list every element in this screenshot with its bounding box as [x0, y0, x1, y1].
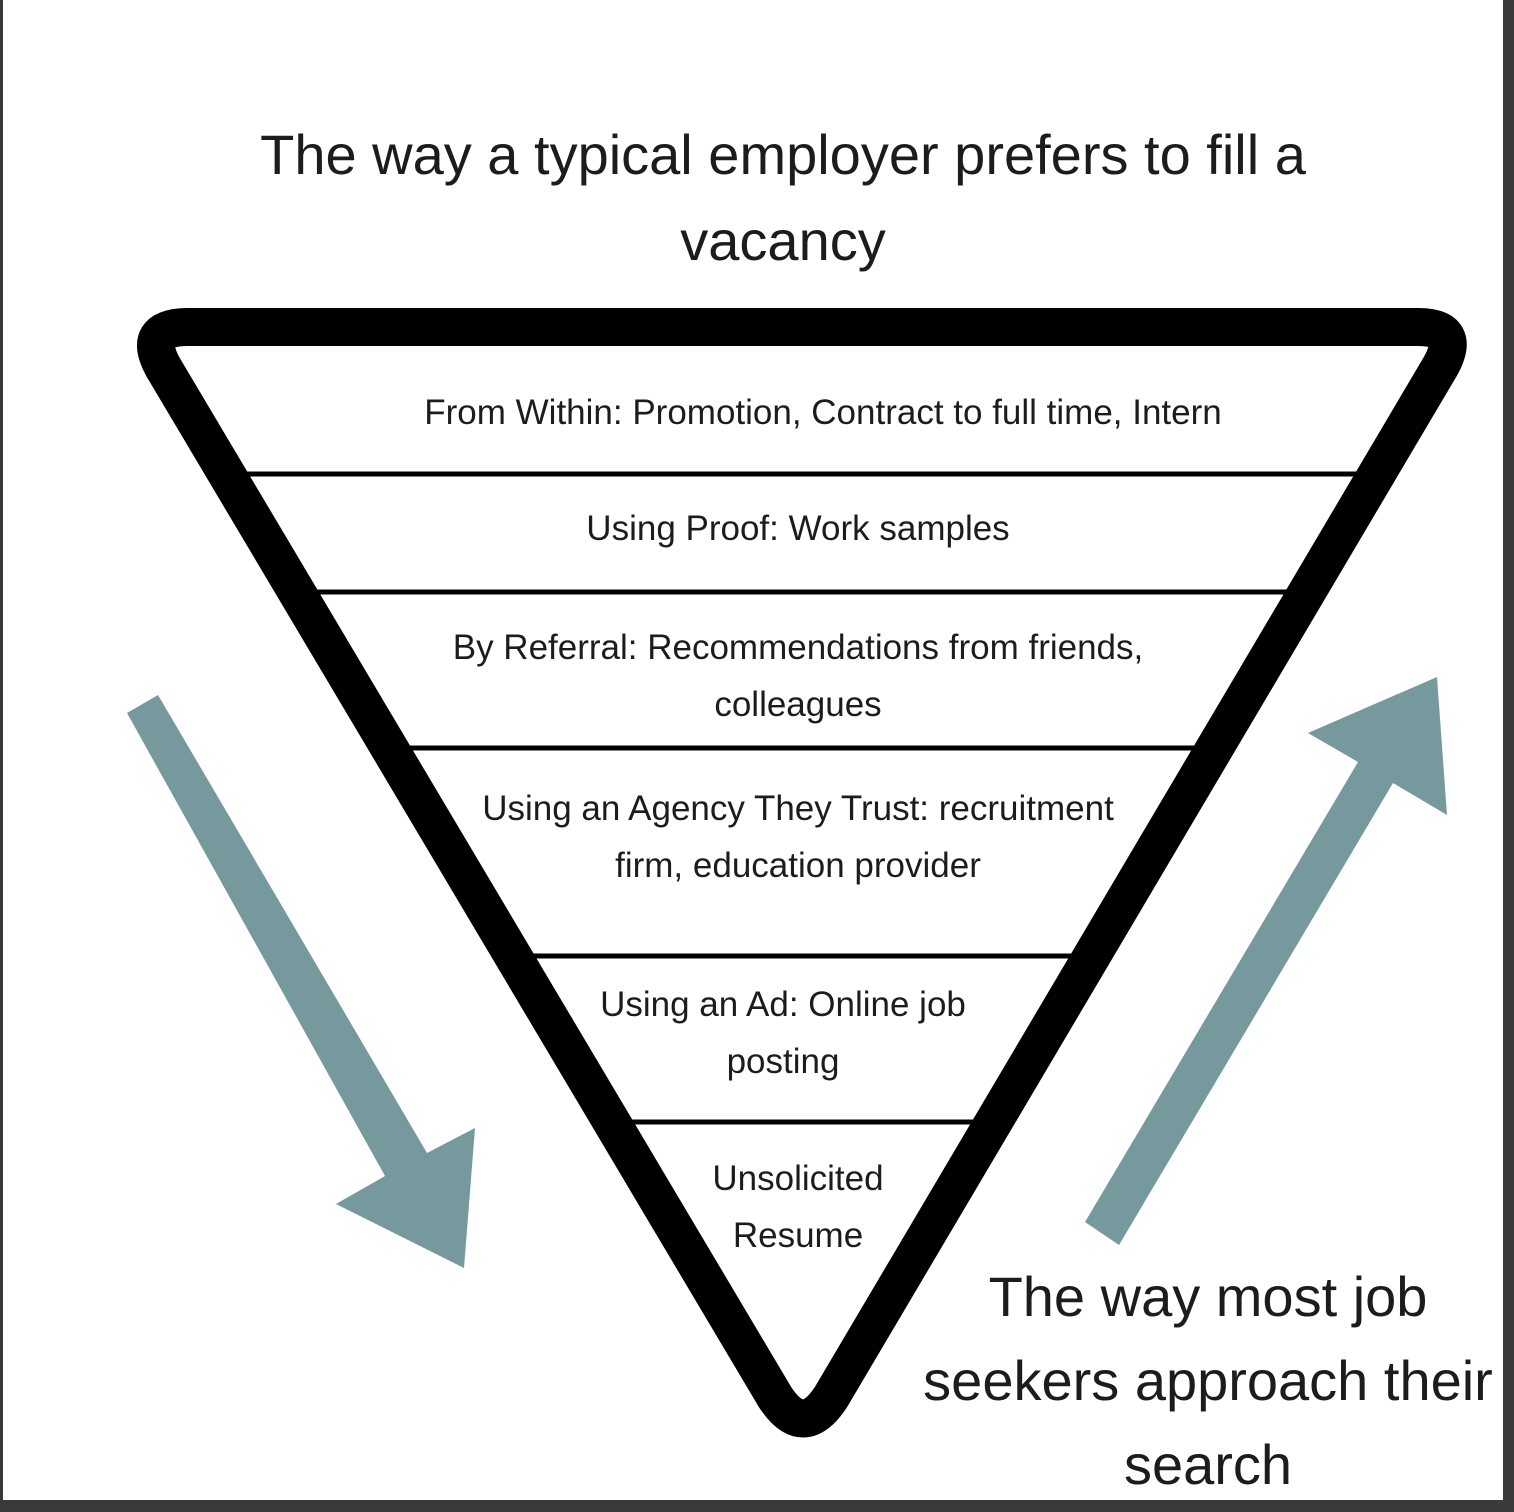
level-label-agency: Using an Agency They Trust: recruitment …: [482, 789, 1114, 885]
arrow-down-left: [127, 695, 475, 1268]
level-label-ad: Using an Ad: Online job posting: [600, 985, 966, 1081]
job-seeker-approach-title: The way most job seekers approach their …: [923, 1265, 1493, 1496]
level-label-from-within: From Within: Promotion, Contract to full…: [424, 393, 1222, 432]
level-label-unsolicited: Unsolicited Resume: [712, 1159, 884, 1255]
employer-preference-title: The way a typical employer prefers to fi…: [260, 123, 1306, 272]
level-label-by-referral: By Referral: Recommendations from friend…: [452, 628, 1144, 724]
arrow-up-right: [1085, 677, 1447, 1245]
funnel-outline: [137, 308, 1467, 1438]
diagram-canvas: The way a typical employer prefers to fi…: [3, 0, 1503, 1500]
funnel-dividers: [233, 471, 1373, 1125]
funnel-diagram: [127, 308, 1467, 1438]
level-label-using-proof: Using Proof: Work samples: [586, 509, 1010, 548]
